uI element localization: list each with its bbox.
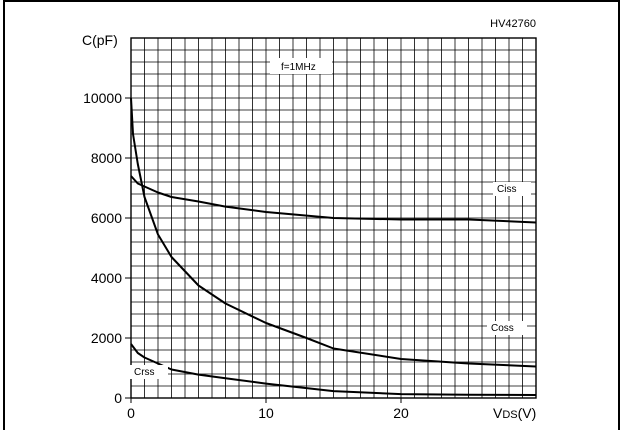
x-tick-label: 10 [258,405,274,421]
y-axis-title: C(pF) [82,32,118,48]
series-label-box [493,182,531,196]
reference-code: HV42760 [490,18,536,30]
x-tick-label: 20 [393,405,409,421]
x-axis-title-sub: DS [502,409,517,421]
series-line-coss [130,97,537,368]
y-tick-label: 0 [114,390,122,406]
x-tick-label: 0 [127,405,135,421]
series-label-coss: Coss [491,323,514,334]
series-label-box [487,321,527,335]
y-tick-label: 2000 [91,330,122,346]
x-axis-title-main: V [493,405,503,421]
y-tick-label: 8000 [91,150,122,166]
y-tick-label: 10000 [83,90,122,106]
frequency-annotation: f=1MHz [281,62,316,73]
series-label-ciss: Ciss [497,184,516,195]
series-labels: Ciss Coss Crss [130,182,531,379]
frequency-annotation-box [270,58,332,74]
series-line-ciss [130,175,537,224]
series-label-box [130,365,168,379]
x-axis-title: VDS(V) [493,405,536,421]
series-lines [130,97,537,396]
plot-grid [131,38,536,398]
x-tick-labels: 0 10 20 [127,398,409,421]
y-tick-labels: 0 2000 4000 6000 8000 10000 [83,90,131,406]
series-line-crss [130,343,537,396]
y-tick-label: 6000 [91,210,122,226]
series-label-crss: Crss [134,367,155,378]
x-axis-title-unit: (V) [518,405,537,421]
y-tick-label: 4000 [91,270,122,286]
